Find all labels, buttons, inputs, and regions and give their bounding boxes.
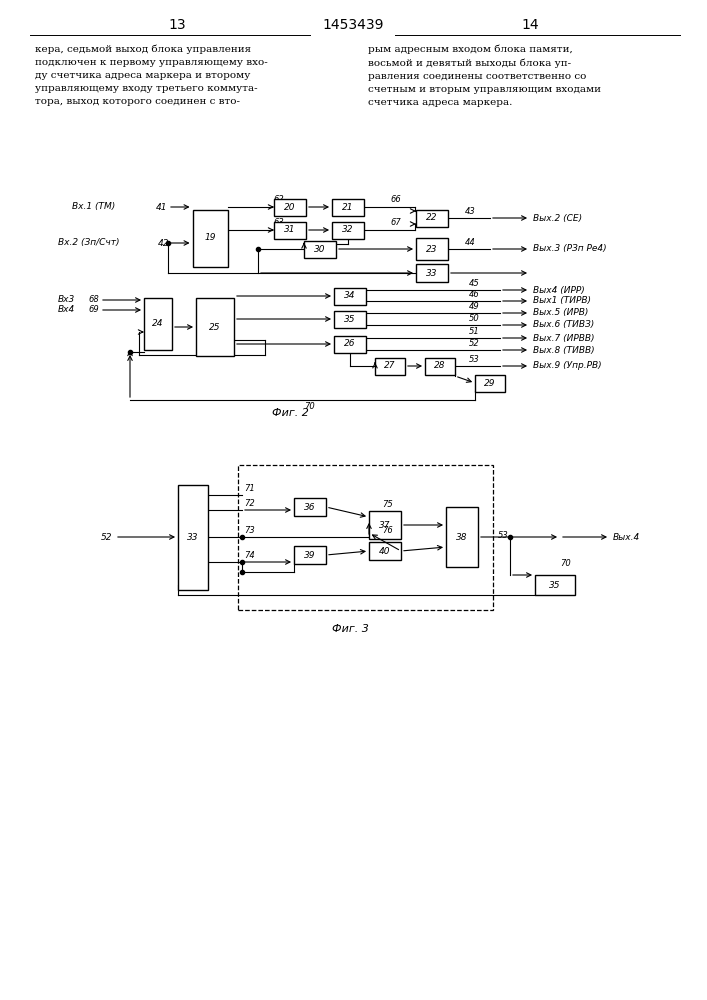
Text: 40: 40 [379, 546, 391, 556]
Text: 62: 62 [273, 195, 284, 204]
Bar [334, 288, 366, 304]
Text: 32: 32 [342, 226, 354, 234]
Text: 51: 51 [469, 327, 480, 336]
Text: 66: 66 [390, 195, 401, 204]
Text: Вых4 (ИРР): Вых4 (ИРР) [533, 286, 585, 294]
Text: 35: 35 [549, 580, 561, 589]
Text: 49: 49 [469, 302, 480, 311]
Text: 20: 20 [284, 202, 296, 212]
Text: 71: 71 [244, 484, 255, 493]
Text: 50: 50 [469, 314, 480, 323]
Text: 35: 35 [344, 314, 356, 324]
Text: Вых1 (ТИРВ): Вых1 (ТИРВ) [533, 296, 591, 306]
Text: 14: 14 [521, 18, 539, 32]
Text: рым адресным входом блока памяти,
восьмой и девятый выходы блока уп-
равления со: рым адресным входом блока памяти, восьмо… [368, 45, 601, 107]
Text: 74: 74 [244, 551, 255, 560]
Bar [304, 240, 336, 257]
Text: 13: 13 [168, 18, 186, 32]
Bar [238, 465, 493, 610]
Text: 72: 72 [244, 499, 255, 508]
Bar [332, 222, 364, 238]
Text: 53: 53 [498, 530, 509, 540]
Bar [425, 358, 455, 374]
Text: 46: 46 [469, 290, 480, 299]
Text: Фиг. 2: Фиг. 2 [271, 408, 308, 418]
Text: Фиг. 3: Фиг. 3 [332, 624, 368, 634]
Text: Вых.3 (РЗп Ре4): Вых.3 (РЗп Ре4) [533, 244, 607, 253]
Bar [416, 210, 448, 227]
Bar [446, 507, 478, 567]
Bar [416, 238, 448, 260]
Bar [475, 374, 505, 391]
Text: 37: 37 [379, 520, 391, 530]
Text: 52: 52 [469, 339, 480, 348]
Bar [416, 264, 448, 282]
Text: 38: 38 [456, 532, 468, 542]
Text: 23: 23 [426, 244, 438, 253]
Text: 67: 67 [390, 218, 401, 227]
Text: 69: 69 [88, 306, 99, 314]
Text: Вых.7 (ИРВВ): Вых.7 (ИРВВ) [533, 334, 595, 342]
Text: 45: 45 [469, 279, 480, 288]
Text: Вх.2 (Зп/Счт): Вх.2 (Зп/Счт) [58, 238, 119, 247]
Bar [144, 298, 172, 350]
Text: 43: 43 [465, 207, 476, 216]
Text: 29: 29 [484, 378, 496, 387]
Bar [535, 575, 575, 595]
Text: 36: 36 [304, 502, 316, 512]
Text: 30: 30 [314, 244, 326, 253]
Bar [334, 336, 366, 353]
Text: 63: 63 [273, 218, 284, 227]
Text: 21: 21 [342, 202, 354, 212]
Bar [375, 358, 405, 374]
Text: 25: 25 [209, 322, 221, 332]
Text: Вых.2 (СЕ): Вых.2 (СЕ) [533, 214, 582, 223]
Text: 44: 44 [465, 238, 476, 247]
Text: 33: 33 [187, 532, 199, 542]
Text: 19: 19 [204, 233, 216, 242]
Text: 70: 70 [305, 402, 315, 411]
Bar [334, 310, 366, 328]
Text: 31: 31 [284, 226, 296, 234]
Text: Вых.8 (ТИВВ): Вых.8 (ТИВВ) [533, 346, 595, 355]
Bar [274, 198, 306, 216]
Bar [196, 298, 234, 356]
Text: Вх3: Вх3 [58, 296, 75, 304]
Text: Вх4: Вх4 [58, 306, 75, 314]
Bar [369, 542, 401, 560]
Text: 76: 76 [382, 526, 393, 535]
Text: 73: 73 [244, 526, 255, 535]
Text: 41: 41 [156, 202, 168, 212]
Text: Вых.9 (Упр.РВ): Вых.9 (Упр.РВ) [533, 361, 602, 370]
Text: Вых.5 (ИРВ): Вых.5 (ИРВ) [533, 308, 588, 318]
Text: 27: 27 [384, 361, 396, 370]
Text: 26: 26 [344, 340, 356, 349]
Bar [178, 485, 208, 589]
Text: 75: 75 [382, 500, 393, 509]
Text: 34: 34 [344, 292, 356, 300]
Text: 70: 70 [560, 559, 571, 568]
Text: 53: 53 [469, 355, 480, 364]
Text: 28: 28 [434, 361, 445, 370]
Text: 24: 24 [152, 320, 164, 328]
Bar [274, 222, 306, 238]
Text: 33: 33 [426, 268, 438, 277]
Text: 42: 42 [158, 238, 170, 247]
Bar [294, 546, 326, 564]
Bar [369, 511, 401, 539]
Text: 1453439: 1453439 [322, 18, 384, 32]
Text: Вых.4: Вых.4 [613, 532, 641, 542]
Bar [332, 198, 364, 216]
Text: кера, седьмой выход блока управления
подключен к первому управляющему вхо-
ду сч: кера, седьмой выход блока управления под… [35, 45, 268, 106]
Text: Вх.1 (ТМ): Вх.1 (ТМ) [72, 202, 115, 212]
Bar [192, 210, 228, 266]
Text: 68: 68 [88, 296, 99, 304]
Text: 39: 39 [304, 550, 316, 560]
Text: Вых.6 (ТИВЗ): Вых.6 (ТИВЗ) [533, 320, 595, 330]
Bar [294, 498, 326, 516]
Text: 22: 22 [426, 214, 438, 223]
Text: 52: 52 [100, 532, 112, 542]
